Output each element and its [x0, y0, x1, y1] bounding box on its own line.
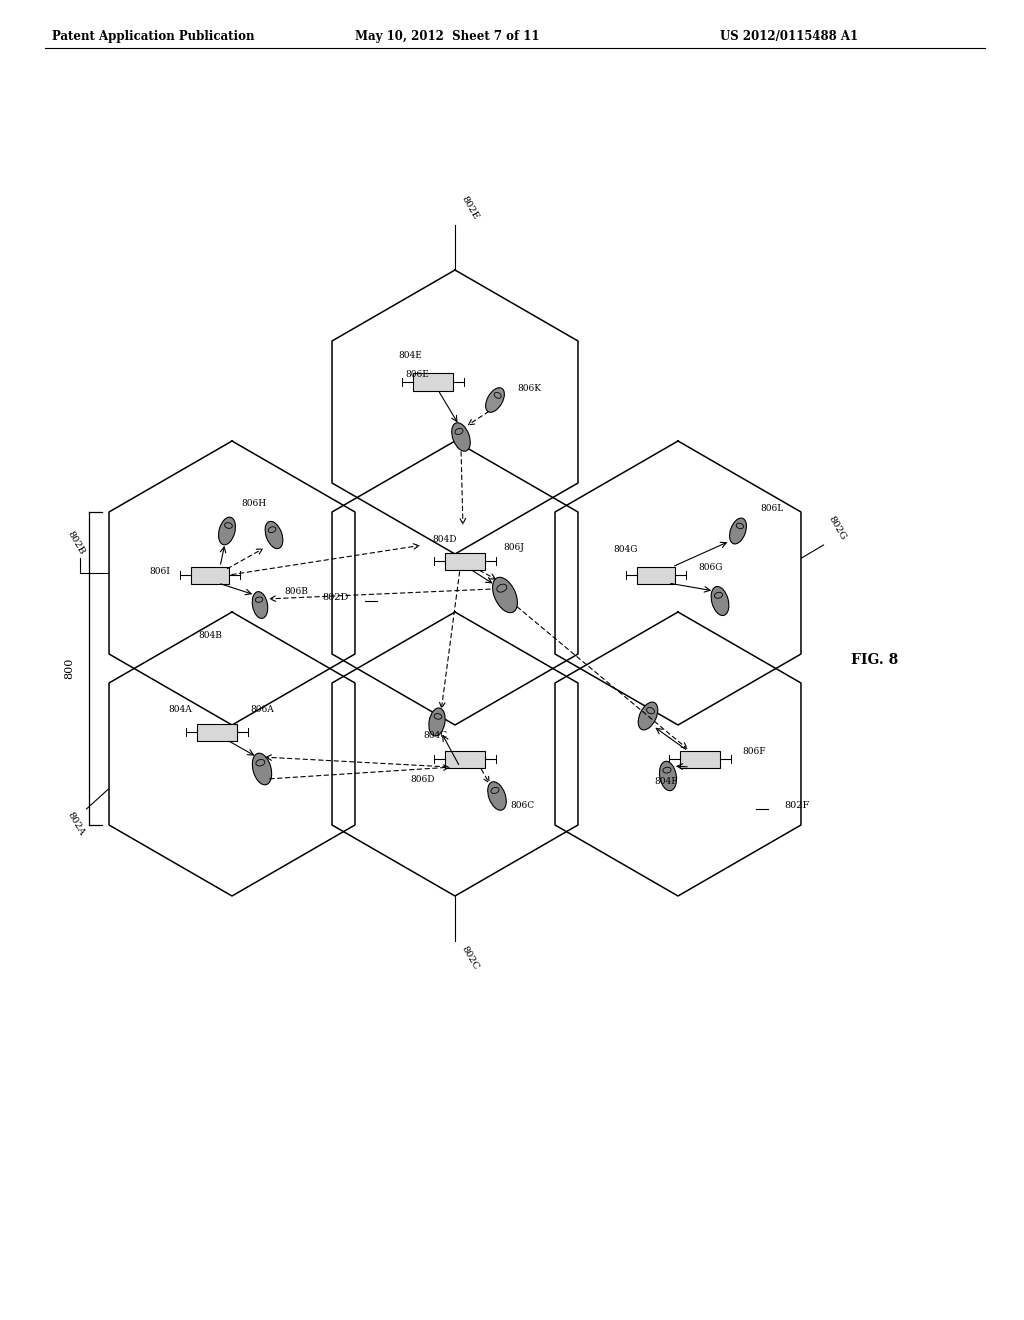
Text: US 2012/0115488 A1: US 2012/0115488 A1 — [720, 30, 858, 44]
Ellipse shape — [255, 597, 263, 602]
Text: 806A: 806A — [250, 705, 273, 714]
Polygon shape — [413, 374, 453, 391]
Text: 804G: 804G — [613, 544, 638, 553]
Text: 802B: 802B — [66, 529, 86, 557]
Ellipse shape — [487, 781, 506, 810]
Ellipse shape — [256, 759, 265, 766]
Ellipse shape — [452, 422, 470, 451]
Ellipse shape — [646, 708, 654, 714]
Text: 806J: 806J — [503, 543, 524, 552]
Ellipse shape — [711, 586, 729, 615]
Text: 802D: 802D — [323, 593, 349, 602]
Text: 804E: 804E — [398, 351, 422, 360]
Text: 806L: 806L — [760, 504, 783, 513]
Ellipse shape — [224, 523, 232, 528]
Text: 806G: 806G — [698, 562, 723, 572]
Text: 806E: 806E — [406, 371, 429, 379]
Ellipse shape — [252, 754, 271, 785]
Ellipse shape — [663, 767, 671, 774]
Polygon shape — [191, 566, 229, 583]
Text: 806H: 806H — [241, 499, 266, 507]
Text: 806I: 806I — [150, 566, 170, 576]
Text: 804D: 804D — [433, 535, 458, 544]
Text: 806F: 806F — [742, 747, 766, 755]
Ellipse shape — [729, 517, 746, 544]
Ellipse shape — [429, 708, 445, 737]
Ellipse shape — [490, 787, 499, 793]
Polygon shape — [445, 751, 485, 767]
Ellipse shape — [715, 593, 723, 598]
Text: 802E: 802E — [460, 194, 480, 222]
Ellipse shape — [497, 585, 507, 593]
Ellipse shape — [265, 521, 283, 549]
Polygon shape — [637, 566, 675, 583]
Text: 800: 800 — [65, 657, 74, 680]
Text: 806C: 806C — [510, 801, 535, 810]
Text: 806D: 806D — [411, 775, 435, 784]
Ellipse shape — [638, 702, 657, 730]
Ellipse shape — [659, 762, 677, 791]
Text: 802A: 802A — [66, 810, 86, 837]
Text: 806B: 806B — [284, 586, 308, 595]
Text: 802F: 802F — [784, 801, 809, 810]
Text: 804A: 804A — [168, 705, 191, 714]
Text: May 10, 2012  Sheet 7 of 11: May 10, 2012 Sheet 7 of 11 — [355, 30, 540, 44]
Polygon shape — [197, 723, 237, 741]
Text: Patent Application Publication: Patent Application Publication — [52, 30, 255, 44]
Text: 804F: 804F — [654, 777, 678, 787]
Polygon shape — [680, 751, 720, 767]
Text: 806K: 806K — [517, 384, 541, 392]
Ellipse shape — [455, 429, 463, 434]
Ellipse shape — [268, 527, 275, 532]
Text: 802C: 802C — [460, 945, 480, 972]
Ellipse shape — [493, 577, 517, 612]
Text: 802G: 802G — [826, 515, 848, 541]
Ellipse shape — [434, 714, 442, 719]
Ellipse shape — [736, 523, 743, 529]
Ellipse shape — [495, 392, 501, 399]
Polygon shape — [445, 553, 485, 569]
Ellipse shape — [252, 591, 267, 618]
Text: FIG. 8: FIG. 8 — [851, 653, 899, 667]
Ellipse shape — [485, 388, 505, 412]
Ellipse shape — [218, 517, 236, 545]
Text: 804B: 804B — [198, 631, 222, 639]
Text: 804C: 804C — [423, 731, 447, 741]
